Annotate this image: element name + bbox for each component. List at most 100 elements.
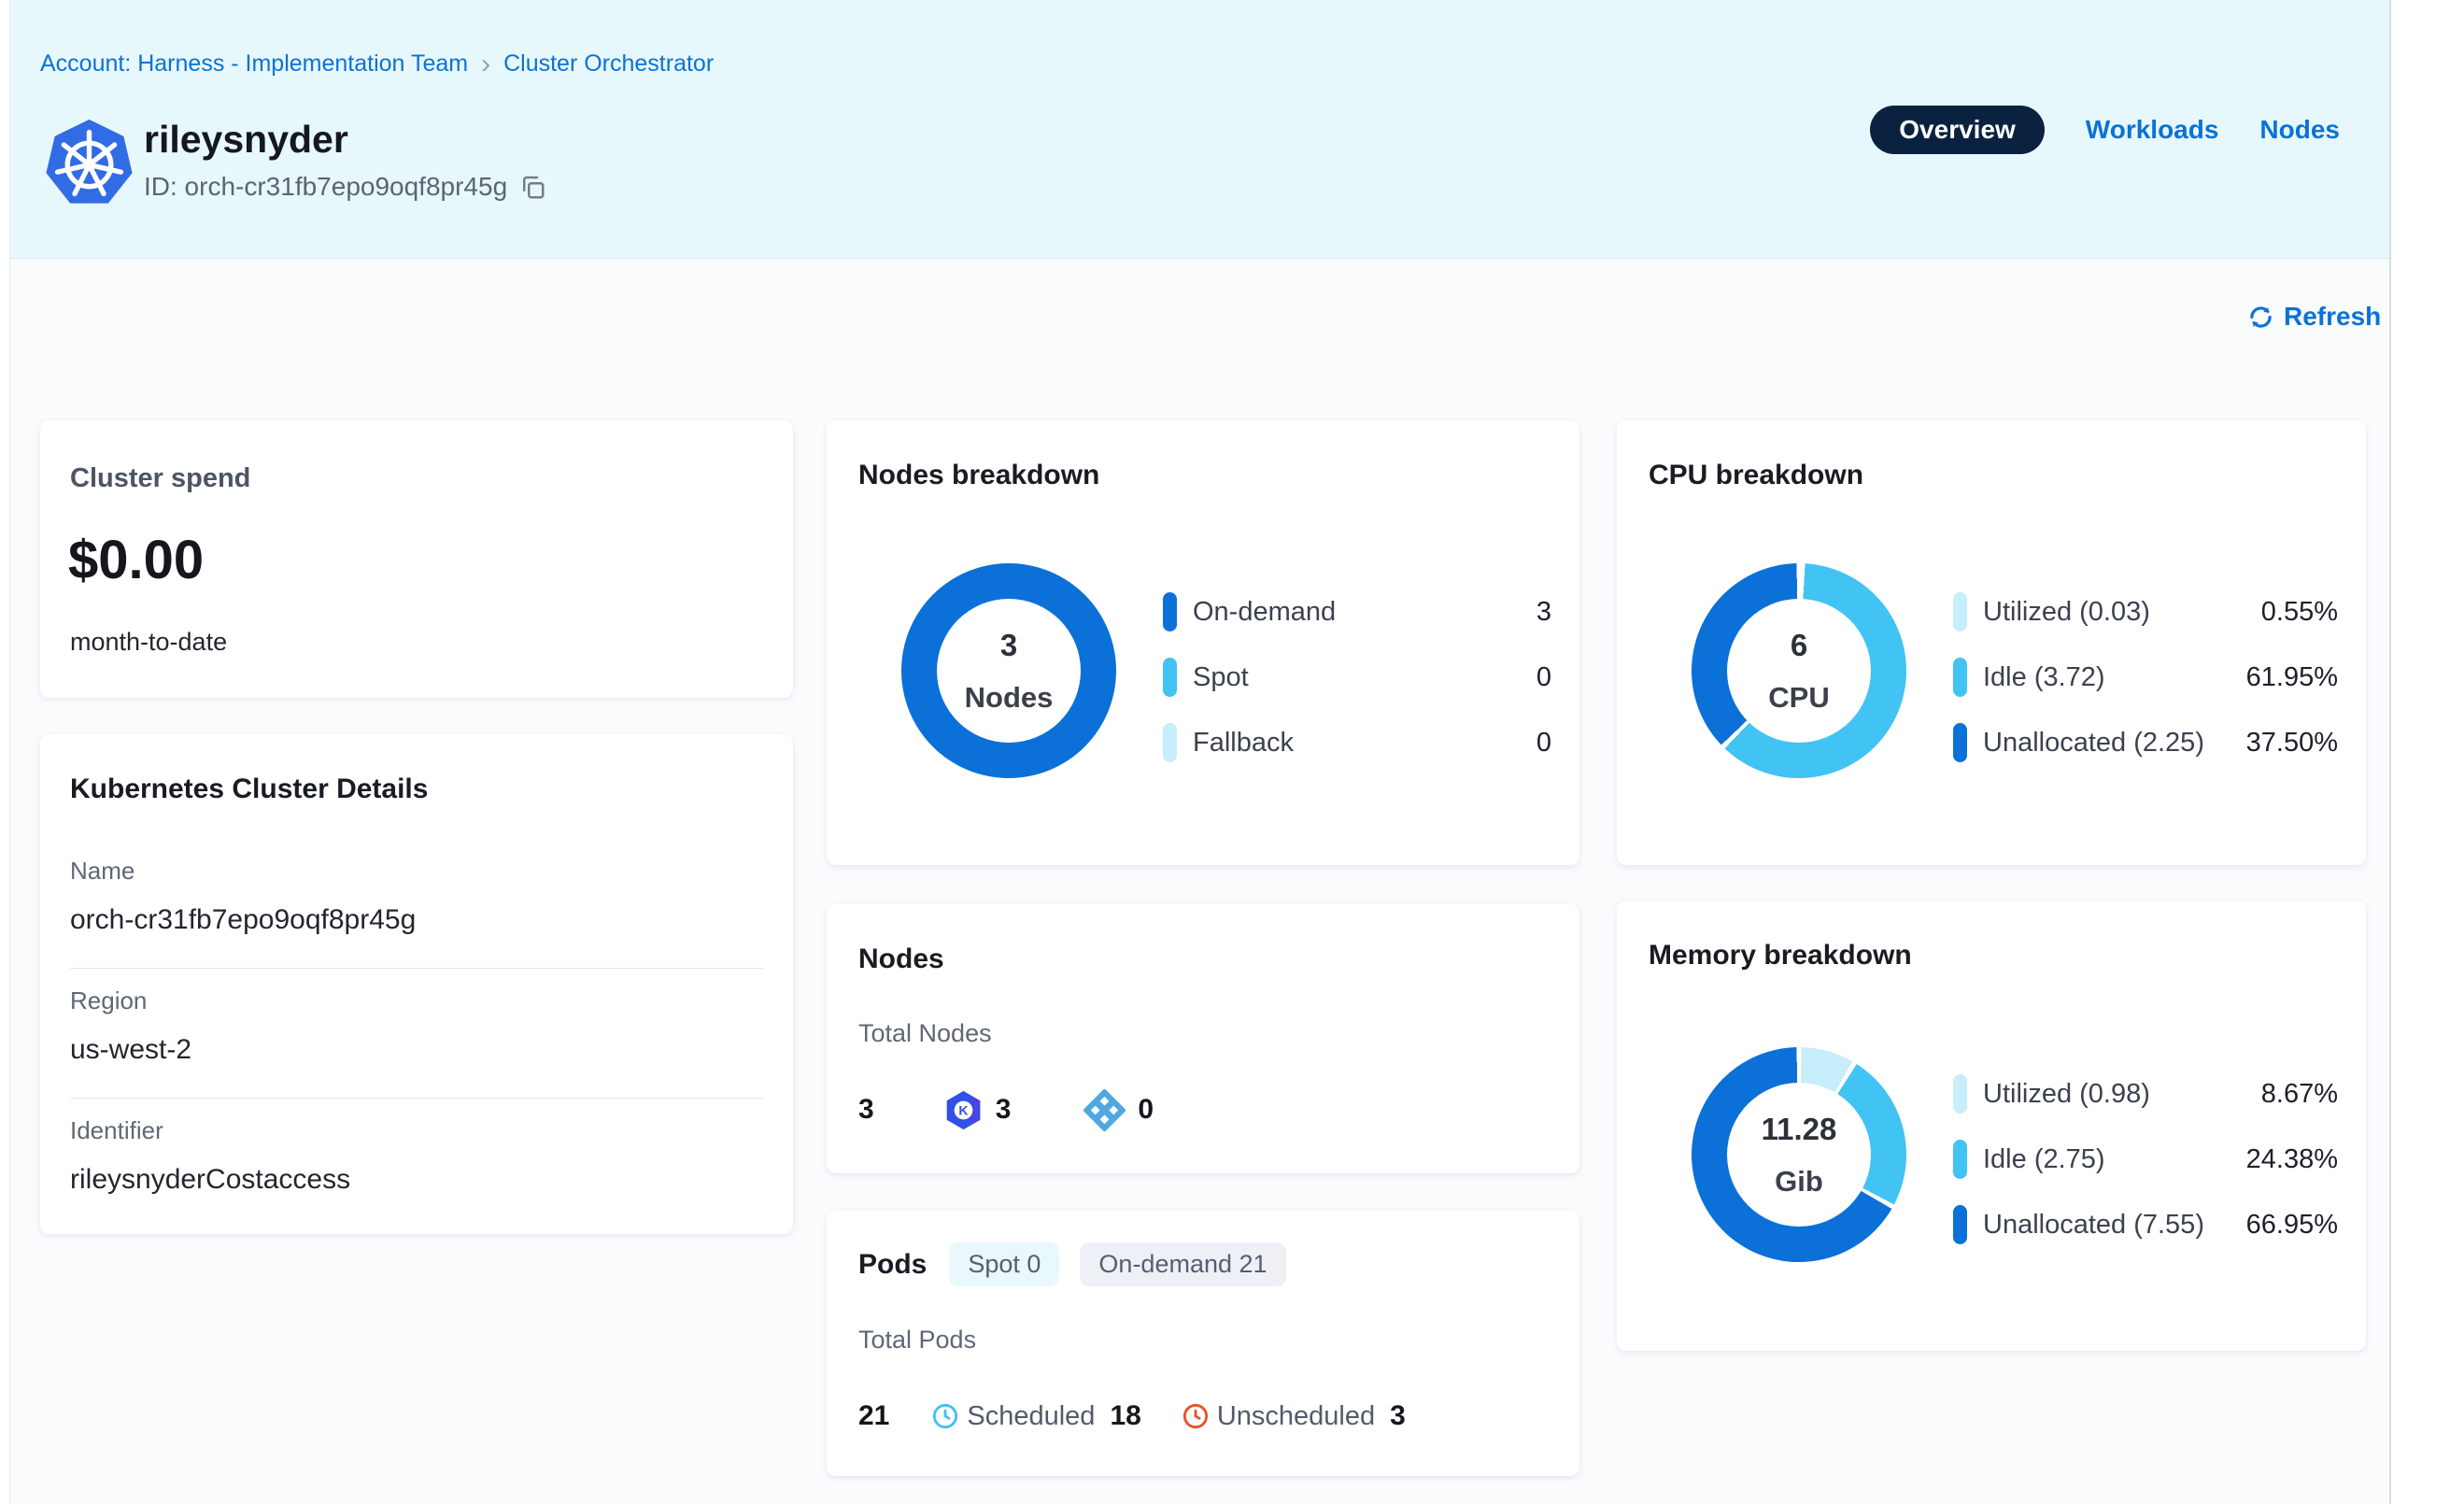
refresh-button[interactable]: Refresh (2247, 302, 2381, 332)
breadcrumb-cluster-orchestrator-link[interactable]: Cluster Orchestrator (503, 50, 715, 77)
cpu-center-value: 6 (1790, 627, 1808, 662)
nodes-breakdown-donut-chart (901, 563, 1116, 778)
pods-card-title: Pods (858, 1248, 928, 1280)
cpu-breakdown-legend: Utilized (0.03) 0.55% Idle (3.72) 61.95%… (1953, 592, 2338, 788)
copy-icon[interactable] (518, 173, 546, 201)
cluster-details-card: Kubernetes Cluster Details Name orch-cr3… (40, 734, 793, 1234)
nodes-breakdown-legend: On-demand 3 Spot 0 Fallback 0 (1163, 592, 1551, 788)
legend-row-spot: Spot 0 (1163, 658, 1551, 697)
nodes-card-title: Nodes (858, 944, 944, 974)
utilized-label: Utilized (0.03) (1983, 596, 2150, 627)
total-pods-value: 21 (858, 1400, 890, 1431)
page-title: rileysnyder (144, 118, 348, 161)
idle-color-pill (1953, 658, 1967, 697)
breadcrumb-account-link[interactable]: Account: Harness - Implementation Team (40, 50, 469, 77)
cluster-spend-card: Cluster spend $0.00 month-to-date (40, 420, 793, 698)
unscheduled-value: 3 (1390, 1400, 1406, 1431)
cpu-breakdown-title: CPU breakdown (1649, 460, 1864, 490)
cluster-spend-title: Cluster spend (70, 463, 251, 493)
nodes-breakdown-donut-center: 3 Nodes (901, 563, 1116, 778)
on-demand-color-pill (1163, 592, 1177, 631)
utilized-color-pill (1953, 592, 1967, 631)
legend-row-idle: Idle (2.75) 24.38% (1953, 1140, 2338, 1179)
total-nodes-label: Total Nodes (858, 1019, 992, 1047)
unscheduled-clock-icon (1182, 1403, 1208, 1429)
utilized-value: 8.67% (2260, 1078, 2338, 1109)
main-panel: Account: Harness - Implementation Team ›… (9, 0, 2391, 1504)
unallocated-color-pill (1953, 723, 1967, 762)
refresh-label: Refresh (2284, 302, 2382, 331)
utilized-label: Utilized (0.98) (1983, 1078, 2150, 1109)
pods-card: Pods Spot 0 On-demand 21 Total Pods 21 S… (827, 1211, 1579, 1476)
spot-pods-badge: Spot 0 (949, 1242, 1060, 1286)
scheduled-label: Scheduled (967, 1400, 1096, 1431)
cluster-spend-period: month-to-date (70, 628, 228, 656)
idle-color-pill (1953, 1140, 1967, 1179)
cpu-breakdown-donut-chart (1692, 563, 1906, 778)
legend-row-idle: Idle (3.72) 61.95% (1953, 658, 2338, 697)
idle-label: Idle (3.72) (1983, 661, 2105, 692)
tab-overview[interactable]: Overview (1870, 106, 2045, 154)
cpu-center-label: CPU (1768, 680, 1830, 714)
unallocated-color-pill (1953, 1205, 1967, 1244)
idle-label: Idle (2.75) (1983, 1143, 2105, 1174)
idle-value: 61.95% (2245, 661, 2338, 692)
cluster-spend-amount: $0.00 (68, 530, 205, 590)
detail-name-label: Name (70, 857, 135, 885)
divider (70, 1098, 763, 1099)
memory-breakdown-legend: Utilized (0.98) 8.67% Idle (2.75) 24.38%… (1953, 1074, 2338, 1270)
tab-workloads[interactable]: Workloads (2085, 115, 2219, 144)
memory-center-value: 11.28 (1761, 1111, 1837, 1146)
view-tabs: Overview Workloads Nodes (1870, 106, 2340, 154)
divider (70, 968, 763, 969)
legend-row-utilized: Utilized (0.98) 8.67% (1953, 1074, 2338, 1114)
unallocated-label: Unallocated (7.55) (1983, 1209, 2204, 1240)
utilized-value: 0.55% (2260, 596, 2338, 627)
spot-value: 0 (1536, 661, 1551, 692)
ondemand-pods-badge: On-demand 21 (1080, 1242, 1286, 1286)
memory-breakdown-donut-center: 11.28 Gib (1692, 1047, 1906, 1262)
svg-text:K: K (958, 1102, 969, 1117)
nodes-breakdown-center-value: 3 (999, 627, 1018, 662)
fallback-value: 0 (1536, 727, 1551, 758)
idle-value: 24.38% (2245, 1143, 2338, 1174)
cluster-details-title: Kubernetes Cluster Details (70, 773, 429, 804)
karpenter-icon: K (946, 1090, 980, 1129)
kubernetes-logo-icon (46, 119, 133, 204)
memory-breakdown-title: Memory breakdown (1649, 940, 1912, 971)
fallback-diamond-icon (1083, 1088, 1126, 1131)
scheduled-value: 18 (1110, 1400, 1141, 1431)
legend-row-fallback: Fallback 0 (1163, 723, 1551, 762)
fallback-nodes-value: 0 (1138, 1094, 1154, 1125)
detail-region-value: us-west-2 (70, 1034, 192, 1065)
karpenter-nodes-value: 3 (995, 1094, 1012, 1125)
detail-region-label: Region (70, 986, 148, 1014)
nodes-breakdown-title: Nodes breakdown (858, 460, 1100, 490)
pods-title-row: Pods Spot 0 On-demand 21 (858, 1242, 1286, 1286)
memory-breakdown-donut-chart (1692, 1047, 1906, 1262)
nodes-breakdown-center-label: Nodes (964, 680, 1054, 714)
total-pods-label: Total Pods (858, 1326, 977, 1354)
on-demand-value: 3 (1536, 596, 1551, 627)
pods-stat-row: 21 Scheduled 18 Unscheduled 3 (858, 1396, 1406, 1437)
fallback-label: Fallback (1193, 727, 1294, 758)
detail-name-value: orch-cr31fb7epo9oqf8pr45g (70, 904, 417, 935)
memory-breakdown-card: Memory breakdown 11.28 Gib Utilized (0.9… (1617, 901, 2366, 1351)
spot-label: Spot (1193, 661, 1249, 692)
total-nodes-value: 3 (858, 1094, 874, 1125)
tab-nodes[interactable]: Nodes (2259, 115, 2340, 144)
cpu-breakdown-donut-center: 6 CPU (1692, 563, 1906, 778)
spot-color-pill (1163, 658, 1177, 697)
nodes-stat-row: 3 K 3 0 (858, 1088, 1154, 1131)
nodes-card: Nodes Total Nodes 3 K 3 0 (827, 904, 1579, 1173)
on-demand-label: On-demand (1193, 596, 1337, 627)
scheduled-clock-icon (933, 1403, 958, 1429)
page-header: Account: Harness - Implementation Team ›… (10, 0, 2389, 259)
memory-center-label: Gib (1775, 1164, 1823, 1198)
breadcrumb: Account: Harness - Implementation Team ›… (40, 50, 714, 78)
legend-row-on-demand: On-demand 3 (1163, 592, 1551, 631)
refresh-icon (2250, 305, 2272, 328)
cluster-id-text: ID: orch-cr31fb7epo9oqf8pr45g (144, 172, 508, 201)
legend-row-utilized: Utilized (0.03) 0.55% (1953, 592, 2338, 631)
legend-row-unallocated: Unallocated (2.25) 37.50% (1953, 723, 2338, 762)
